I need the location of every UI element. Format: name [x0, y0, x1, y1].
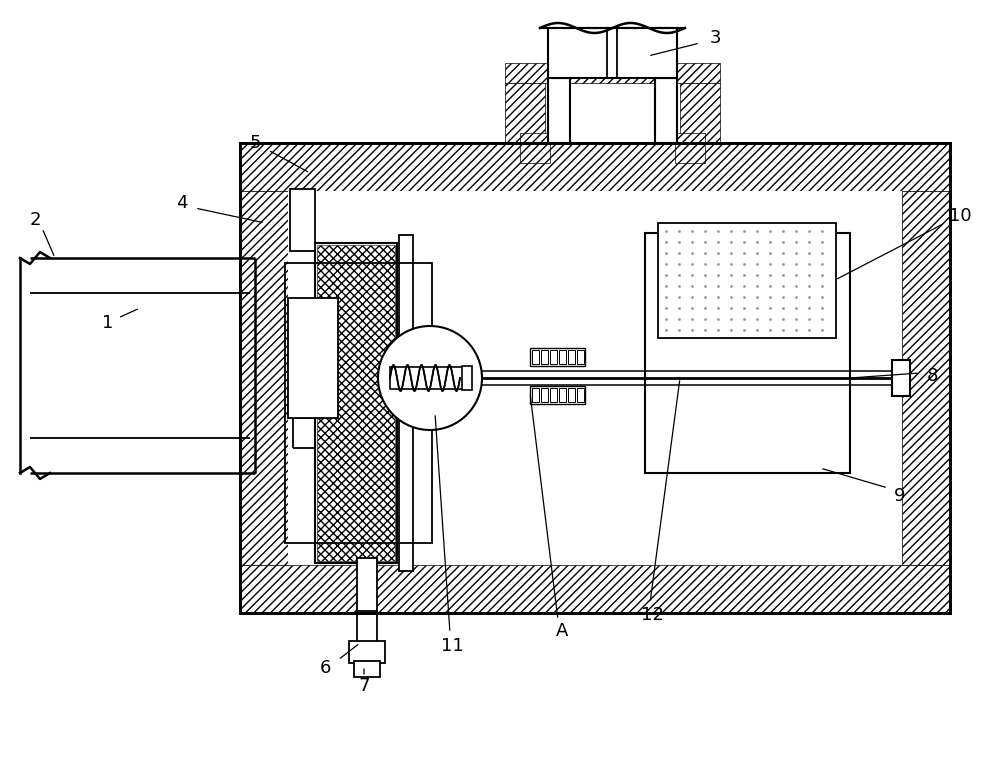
- Bar: [390, 367, 463, 389]
- Bar: [645, 233, 850, 473]
- Bar: [902, 191, 950, 565]
- Bar: [357, 558, 377, 613]
- Text: 11: 11: [441, 637, 463, 655]
- Bar: [357, 611, 377, 643]
- Text: 2: 2: [29, 211, 41, 229]
- Bar: [285, 263, 432, 543]
- Text: 10: 10: [949, 207, 971, 225]
- Bar: [240, 143, 950, 613]
- Circle shape: [378, 326, 482, 430]
- Bar: [559, 350, 566, 364]
- Bar: [892, 360, 910, 396]
- Bar: [658, 223, 836, 338]
- Bar: [240, 143, 950, 613]
- Text: 6: 6: [319, 659, 331, 677]
- Bar: [655, 78, 677, 143]
- Bar: [568, 350, 575, 364]
- Bar: [315, 243, 397, 563]
- Bar: [240, 565, 950, 613]
- Bar: [290, 189, 315, 251]
- Bar: [240, 143, 950, 613]
- Bar: [288, 191, 902, 565]
- Text: 3: 3: [709, 29, 721, 47]
- Text: 5: 5: [249, 134, 261, 152]
- Bar: [550, 388, 557, 402]
- Bar: [680, 83, 720, 143]
- Bar: [548, 78, 570, 143]
- Bar: [577, 388, 584, 402]
- Bar: [541, 388, 548, 402]
- Bar: [559, 388, 566, 402]
- Bar: [548, 28, 677, 78]
- Bar: [317, 245, 395, 561]
- Text: 8: 8: [926, 367, 938, 385]
- Bar: [568, 388, 575, 402]
- Bar: [520, 133, 550, 163]
- Bar: [240, 143, 950, 191]
- Bar: [505, 83, 545, 143]
- Text: 4: 4: [176, 194, 188, 212]
- Bar: [530, 386, 585, 404]
- Text: 7: 7: [358, 677, 370, 695]
- Bar: [541, 350, 548, 364]
- Bar: [577, 350, 584, 364]
- Bar: [462, 366, 472, 390]
- Bar: [505, 63, 720, 83]
- Bar: [399, 235, 413, 571]
- Bar: [675, 133, 705, 163]
- Text: A: A: [556, 622, 568, 640]
- Bar: [288, 298, 338, 418]
- Bar: [354, 661, 380, 677]
- Bar: [532, 350, 539, 364]
- Bar: [530, 348, 585, 366]
- Text: 1: 1: [102, 314, 114, 332]
- Text: 9: 9: [894, 487, 906, 505]
- Bar: [349, 641, 385, 663]
- Text: 12: 12: [641, 606, 663, 624]
- Bar: [550, 350, 557, 364]
- Bar: [532, 388, 539, 402]
- Bar: [240, 191, 288, 565]
